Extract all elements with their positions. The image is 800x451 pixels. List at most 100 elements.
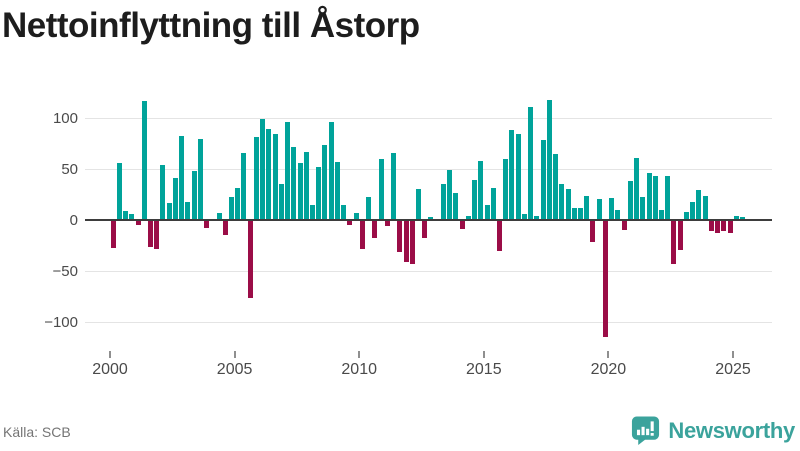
bar-2016Q1 <box>509 130 515 220</box>
bar-2018Q1 <box>559 184 565 220</box>
bar-2023Q2 <box>690 201 696 220</box>
bar-2020Q2 <box>615 209 621 220</box>
bar-2019Q1 <box>584 195 590 220</box>
bar-2004Q3 <box>222 220 228 236</box>
bar-2009Q3 <box>347 220 353 226</box>
bar-2011Q4 <box>403 220 409 262</box>
bar-2021Q4 <box>652 176 658 220</box>
newsworthy-logo: Newsworthy <box>630 415 795 446</box>
bar-2007Q2 <box>291 146 297 220</box>
bar-2008Q4 <box>328 122 334 220</box>
bar-2001Q2 <box>141 100 147 220</box>
y-axis-label: 0 <box>69 212 78 229</box>
gridline-y-100 <box>85 118 772 119</box>
bar-2017Q1 <box>534 215 540 220</box>
bar-2022Q3 <box>671 220 677 264</box>
bar-2007Q3 <box>297 162 303 220</box>
x-axis-label-2010: 2010 <box>341 361 377 378</box>
bar-2014Q4 <box>478 160 484 220</box>
bar-2000Q4 <box>129 213 135 220</box>
gridline-y--100 <box>85 322 772 323</box>
bar-2004Q2 <box>216 212 222 220</box>
source-note: Källa: SCB <box>3 424 71 440</box>
bar-2015Q1 <box>484 204 490 220</box>
bar-2013Q4 <box>453 193 459 220</box>
x-axis-label-2025: 2025 <box>715 361 751 378</box>
bar-2019Q4 <box>602 220 608 338</box>
bar-2024Q1 <box>708 220 714 232</box>
bar-2025Q2 <box>740 216 746 220</box>
bar-2012Q3 <box>422 220 428 239</box>
y-axis-label: 50 <box>61 161 78 178</box>
bar-2021Q1 <box>634 157 640 220</box>
gridline-y--50 <box>85 271 772 272</box>
x-axis-tickmark-2005 <box>233 351 236 358</box>
bar-2006Q2 <box>266 129 272 220</box>
bar-2002Q2 <box>166 202 172 220</box>
x-axis-label-2015: 2015 <box>466 361 502 378</box>
x-axis-zero-line <box>85 219 772 221</box>
bar-2012Q1 <box>409 220 415 264</box>
bar-2006Q1 <box>260 119 266 220</box>
bar-2009Q2 <box>341 204 347 220</box>
bar-2011Q3 <box>397 220 403 252</box>
bar-2010Q2 <box>366 196 372 220</box>
bar-2018Q4 <box>578 207 583 220</box>
bar-2010Q1 <box>359 220 365 249</box>
y-axis-label: −100 <box>44 314 78 331</box>
bar-2001Q4 <box>154 220 160 249</box>
bar-2000Q3 <box>123 210 129 220</box>
x-axis-tickmark-2025 <box>732 351 734 358</box>
x-axis-label-2005: 2005 <box>216 361 253 378</box>
bar-2003Q3 <box>197 139 203 220</box>
bar-2025Q1 <box>733 215 739 220</box>
bar-2013Q3 <box>447 170 453 220</box>
bar-2016Q2 <box>515 134 521 220</box>
y-axis-label: 100 <box>52 110 78 127</box>
bar-2008Q2 <box>316 166 322 220</box>
bar-2008Q1 <box>310 204 316 220</box>
bar-2006Q3 <box>272 134 278 220</box>
bar-2023Q1 <box>683 211 689 220</box>
bar-2014Q1 <box>459 220 465 230</box>
bar-2000Q1 <box>110 220 116 248</box>
bar-2016Q3 <box>521 213 527 220</box>
bar-2001Q3 <box>147 220 153 247</box>
bar-2012Q4 <box>428 216 434 220</box>
bar-2009Q4 <box>353 212 359 220</box>
bar-2020Q4 <box>627 181 633 220</box>
bar-2008Q3 <box>322 144 328 220</box>
bar-2002Q1 <box>160 164 166 220</box>
bar-2006Q4 <box>278 184 284 220</box>
bar-2009Q1 <box>334 161 340 220</box>
bar-2022Q4 <box>677 220 683 250</box>
bar-2023Q3 <box>696 190 702 220</box>
bar-2002Q3 <box>172 178 178 220</box>
y-axis-label: −50 <box>52 263 78 280</box>
bar-2020Q3 <box>621 220 627 231</box>
bar-2010Q4 <box>378 158 384 220</box>
bar-2001Q1 <box>135 220 141 226</box>
bar-2019Q3 <box>596 198 602 220</box>
x-axis-tickmark-2020 <box>607 351 610 358</box>
chart-title: Nettoinflyttning till Åstorp <box>2 6 420 45</box>
bar-2012Q2 <box>415 189 421 220</box>
bar-2007Q4 <box>303 151 309 220</box>
bar-2018Q3 <box>571 207 577 220</box>
bar-2013Q2 <box>440 184 446 220</box>
bar-2018Q2 <box>565 189 571 220</box>
bar-2017Q2 <box>540 140 546 220</box>
bar-2017Q4 <box>553 153 559 220</box>
newsworthy-wordmark: Newsworthy <box>668 417 795 443</box>
bar-2024Q3 <box>721 220 727 232</box>
bar-2005Q2 <box>241 152 247 220</box>
bar-2015Q3 <box>496 220 502 251</box>
bar-2017Q3 <box>546 99 552 220</box>
x-axis-tickmark-2000 <box>109 351 111 358</box>
x-axis-label-2020: 2020 <box>590 361 627 378</box>
bar-2019Q2 <box>590 220 596 243</box>
bar-2024Q2 <box>715 220 721 234</box>
bar-2016Q4 <box>528 106 534 220</box>
bar-2015Q2 <box>490 188 496 220</box>
